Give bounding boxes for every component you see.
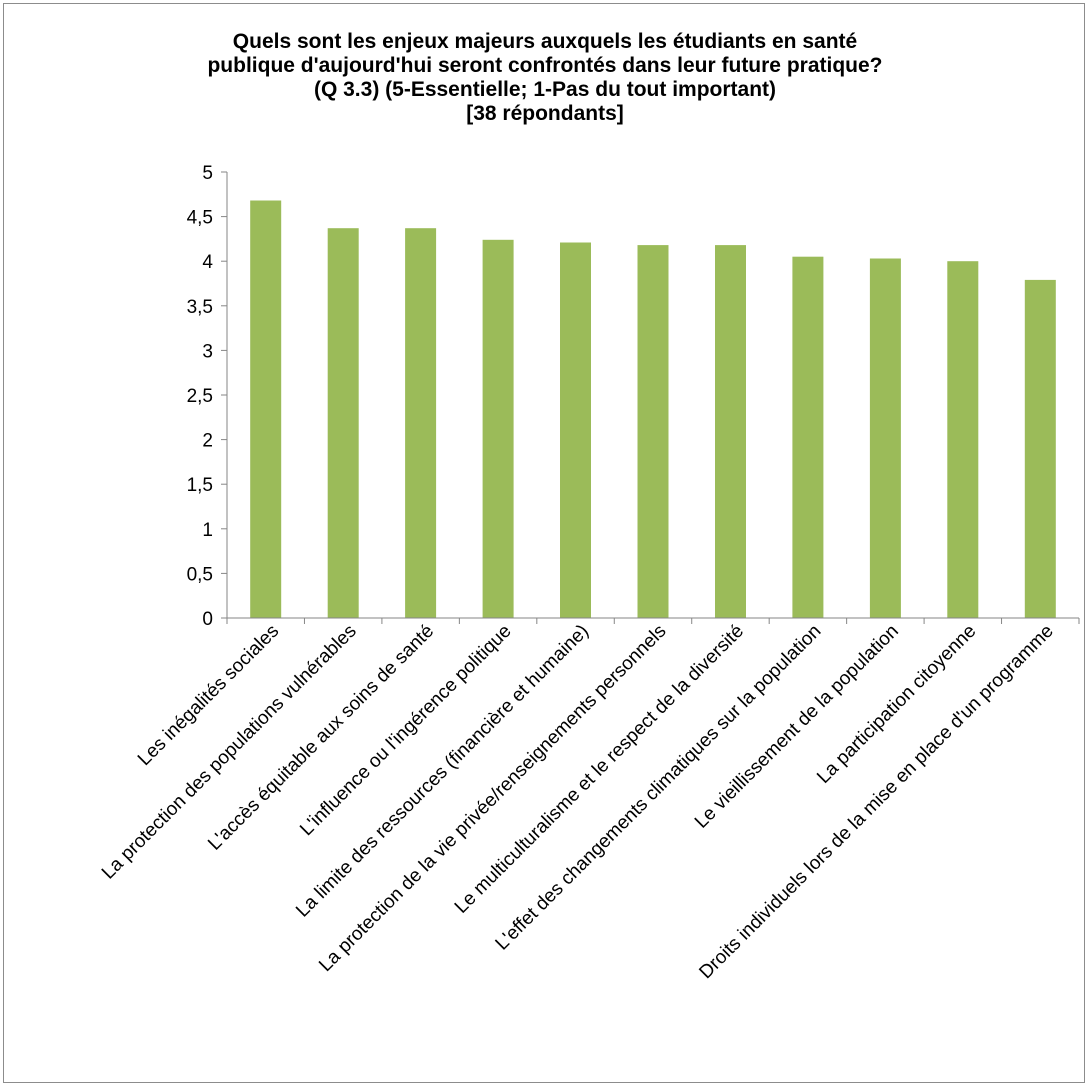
chart-title-line-4: [38 répondants] (466, 102, 624, 125)
y-tick-label: 3 (202, 341, 213, 362)
bar-4 (560, 242, 591, 618)
y-ticks-group: 0 0,5 1 1,5 2 2,5 3 3,5 4 4,5 5 (187, 163, 227, 630)
y-tick-label: 2,5 (187, 386, 213, 407)
y-tick-label: 4,5 (187, 208, 213, 229)
chart-title: Quels sont les enjeux majeurs auxquels l… (0, 30, 1090, 126)
chart-title-line-1: Quels sont les enjeux majeurs auxquels l… (232, 30, 858, 53)
x-tick-label: Le multiculturalisme et le respect de la… (451, 621, 748, 918)
y-tick-label: 5 (202, 163, 213, 184)
bar-2 (405, 228, 437, 618)
bar-5 (637, 245, 669, 618)
bar-6 (715, 245, 746, 618)
x-tick-label: La participation citoyenne (813, 621, 980, 788)
chart-frame (3, 3, 1085, 1083)
y-tick-label: 2 (202, 431, 213, 452)
y-tick-label: 0 (202, 609, 213, 630)
y-tick-label: 4 (202, 252, 213, 273)
chart-title-line-3: (Q 3.3) (5-Essentielle; 1-Pas du tout im… (313, 78, 777, 101)
y-tick-label: 3,5 (187, 297, 213, 318)
x-tick-label: La limite des ressources (financière et … (292, 621, 593, 922)
chart-title-line-2: publique d'aujourd'hui seront confrontés… (207, 54, 883, 77)
bar-8 (869, 258, 901, 618)
bar-0 (250, 200, 282, 618)
x-tick-label: Les inégalités sociales (134, 621, 283, 770)
bar-1 (327, 228, 359, 618)
bar-10 (1024, 279, 1056, 618)
bars-group (250, 200, 1056, 619)
bar-9 (947, 261, 979, 618)
x-tick-label: La protection de la vie privée/renseigne… (315, 621, 670, 976)
y-tick-label: 0,5 (187, 564, 213, 585)
x-tick-label: Droits individuels lors de la mise en pl… (695, 621, 1057, 983)
y-tick-label: 1,5 (187, 475, 213, 496)
bar-7 (792, 256, 824, 618)
y-tick-label: 1 (202, 520, 213, 541)
bar-3 (482, 239, 514, 619)
